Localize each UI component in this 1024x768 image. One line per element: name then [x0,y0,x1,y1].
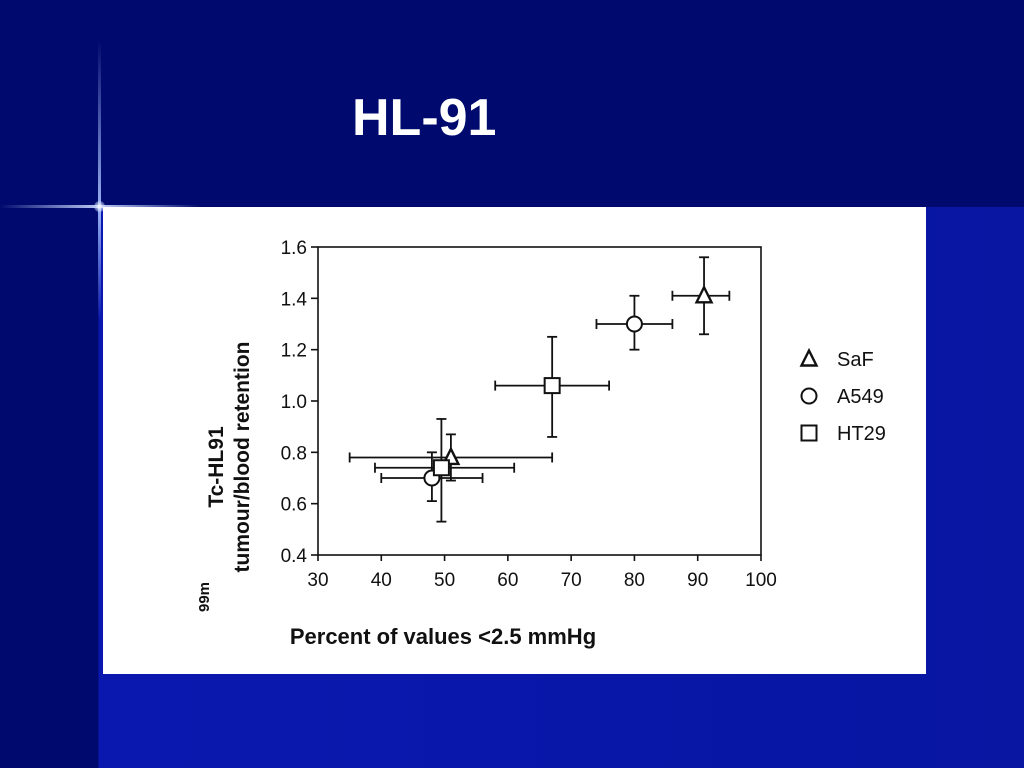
y-tick-label: 1.0 [281,392,307,413]
marks-layer [348,256,731,523]
x-tick-label: 80 [624,570,645,591]
y-axis-label-superscript: 99m [196,582,213,612]
axes-layer: 30 40 50 60 70 80 90 100 0.4 0.6 0.8 1.0 1.2 1.4 1.6 [281,238,777,591]
scatter-chart: 30 40 50 60 70 80 90 100 0.4 0.6 0.8 1.0 1.2 1.4 1.6 S… [196,238,886,649]
decorative-sparkle [94,201,105,212]
legend-marker-ht29 [800,424,818,442]
legend-marker-a549 [800,387,818,405]
decorative-vertical-line [98,40,101,320]
x-tick-label: 30 [307,570,328,591]
y-tick-label: 1.6 [281,238,307,259]
x-tick-label: 40 [371,570,392,591]
y-tick-label: 0.4 [281,546,308,567]
x-tick-label: 100 [745,570,777,591]
legend-label-saf: SaF [837,349,874,371]
y-tick-label: 1.2 [281,341,307,362]
y-axis-label-line2: tumour/blood retention [231,342,254,573]
y-axis-label: tumour/blood retention Tc-HL91 99m [196,342,254,613]
y-tick-label: 1.4 [281,289,308,310]
data-point-saf [694,284,714,304]
legend-label-ht29: HT29 [837,423,886,445]
x-tick-label: 60 [497,570,518,591]
legend-marker-saf [799,347,819,367]
x-tick-label: 50 [434,570,455,591]
legend: SaF A549 HT29 [799,347,886,445]
y-tick-label: 0.6 [281,495,307,516]
x-tick-label: 90 [687,570,708,591]
chart-figure: 30 40 50 60 70 80 90 100 0.4 0.6 0.8 1.0 1.2 1.4 1.6 S… [103,207,926,674]
data-point-ht29 [432,459,450,477]
plot-frame [317,246,762,556]
slide-title: HL-91 [352,89,497,147]
x-tick-label: 70 [561,570,582,591]
data-point-a549 [625,315,643,333]
slide-header-background [0,0,1024,207]
y-tick-label: 0.8 [281,443,307,464]
data-point-ht29 [543,377,561,395]
y-axis-label-line1: Tc-HL91 [205,426,228,508]
x-axis-label: Percent of values <2.5 mmHg [290,624,596,649]
legend-label-a549: A549 [837,386,884,408]
